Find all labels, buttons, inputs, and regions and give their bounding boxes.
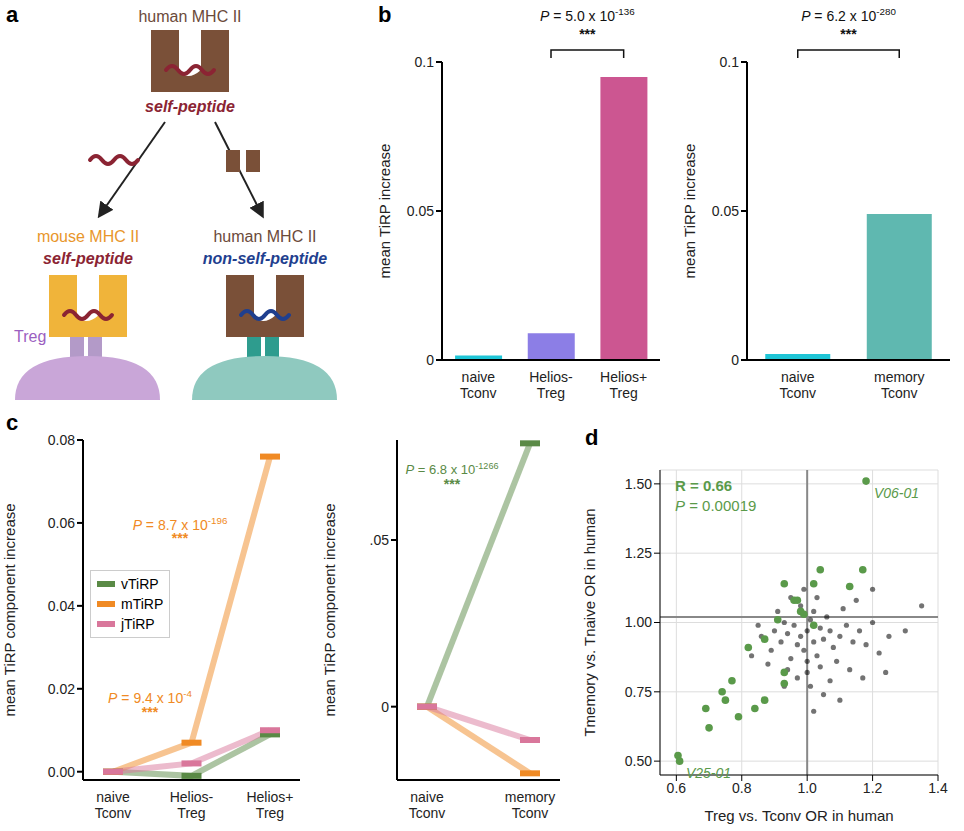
svg-text:Helios-Treg: Helios-Treg bbox=[170, 789, 214, 821]
svg-text:0.06: 0.06 bbox=[48, 515, 75, 531]
svg-text:V06-01: V06-01 bbox=[874, 485, 919, 501]
svg-text:human MHC II: human MHC II bbox=[213, 228, 316, 245]
svg-text:0.6: 0.6 bbox=[667, 780, 687, 796]
svg-text:0.05: 0.05 bbox=[407, 203, 434, 219]
html-text:P = 0.00019: P = 0.00019 bbox=[675, 497, 757, 514]
svg-text:0.02: 0.02 bbox=[48, 681, 75, 697]
svg-text:0.50: 0.50 bbox=[625, 753, 652, 769]
svg-text:0.75: 0.75 bbox=[625, 684, 652, 700]
svg-text:0.1: 0.1 bbox=[415, 54, 435, 70]
svg-text:.05: .05 bbox=[370, 532, 390, 548]
svg-text:naiveTconv: naiveTconv bbox=[409, 789, 446, 821]
html-text:P = 9.4 x 10-4: P = 9.4 x 10-4 bbox=[108, 688, 192, 706]
svg-text:1.50: 1.50 bbox=[625, 476, 652, 492]
svg-text:0: 0 bbox=[731, 352, 739, 368]
svg-text:mean TiRP increase: mean TiRP increase bbox=[681, 144, 698, 279]
html-text:R = 0.66: R = 0.66 bbox=[675, 477, 733, 494]
html-text:vTiRP: vTiRP bbox=[121, 576, 159, 592]
svg-text:Treg vs. Tconv OR in human: Treg vs. Tconv OR in human bbox=[704, 807, 893, 824]
svg-text:1.25: 1.25 bbox=[625, 545, 652, 561]
html-text:P = 6.2 x 10-280: P = 6.2 x 10-280 bbox=[801, 6, 896, 24]
svg-text:0.8: 0.8 bbox=[732, 780, 752, 796]
html-text:P = 5.0 x 10-136: P = 5.0 x 10-136 bbox=[540, 6, 635, 24]
svg-text:mean TiRP increase: mean TiRP increase bbox=[376, 144, 393, 279]
svg-text:self-peptide: self-peptide bbox=[43, 250, 133, 267]
svg-text:memoryTconv: memoryTconv bbox=[505, 789, 556, 821]
svg-text:0: 0 bbox=[381, 699, 389, 715]
html-text:P = 6.8 x 10-1266: P = 6.8 x 10-1266 bbox=[405, 461, 499, 478]
html-text:d: d bbox=[585, 425, 599, 450]
svg-text:naiveTconv: naiveTconv bbox=[460, 369, 497, 401]
svg-text:human MHC II: human MHC II bbox=[138, 8, 241, 25]
svg-text:0.00: 0.00 bbox=[48, 764, 75, 780]
html-text:mTiRP: mTiRP bbox=[121, 596, 164, 612]
html-text:jTiRP: jTiRP bbox=[121, 616, 155, 632]
svg-text:mean TiRP component increase: mean TiRP component increase bbox=[1, 503, 18, 716]
svg-text:Helios-Treg: Helios-Treg bbox=[529, 369, 573, 401]
html-text:b: b bbox=[378, 2, 392, 27]
svg-text:Helios+Treg: Helios+Treg bbox=[246, 789, 293, 821]
svg-text:mean TiRP component increase: mean TiRP component increase bbox=[321, 503, 338, 716]
svg-text:0.05: 0.05 bbox=[712, 203, 739, 219]
svg-text:0.1: 0.1 bbox=[720, 54, 740, 70]
svg-text:self-peptide: self-peptide bbox=[145, 98, 235, 115]
svg-text:naiveTconv: naiveTconv bbox=[779, 369, 816, 401]
svg-text:V25-01: V25-01 bbox=[686, 765, 731, 781]
svg-text:0.08: 0.08 bbox=[48, 432, 75, 448]
svg-text:Tmemory vs. Tnaive OR in human: Tmemory vs. Tnaive OR in human bbox=[581, 508, 598, 736]
svg-text:non-self-peptide: non-self-peptide bbox=[203, 250, 328, 267]
svg-text:Helios+Treg: Helios+Treg bbox=[600, 369, 647, 401]
svg-text:Treg: Treg bbox=[14, 328, 46, 345]
html-text:P = 8.7 x 10-196: P = 8.7 x 10-196 bbox=[132, 515, 228, 533]
svg-text:0: 0 bbox=[426, 352, 434, 368]
svg-text:1.00: 1.00 bbox=[625, 614, 652, 630]
svg-text:mouse MHC II: mouse MHC II bbox=[37, 228, 139, 245]
svg-text:memoryTconv: memoryTconv bbox=[874, 369, 925, 401]
svg-text:0.04: 0.04 bbox=[48, 598, 75, 614]
svg-text:1.4: 1.4 bbox=[928, 780, 948, 796]
svg-text:1.0: 1.0 bbox=[797, 780, 817, 796]
svg-text:1.2: 1.2 bbox=[863, 780, 883, 796]
html-text:c: c bbox=[6, 410, 19, 435]
svg-text:naiveTconv: naiveTconv bbox=[95, 789, 132, 821]
html-text:a: a bbox=[6, 2, 19, 27]
